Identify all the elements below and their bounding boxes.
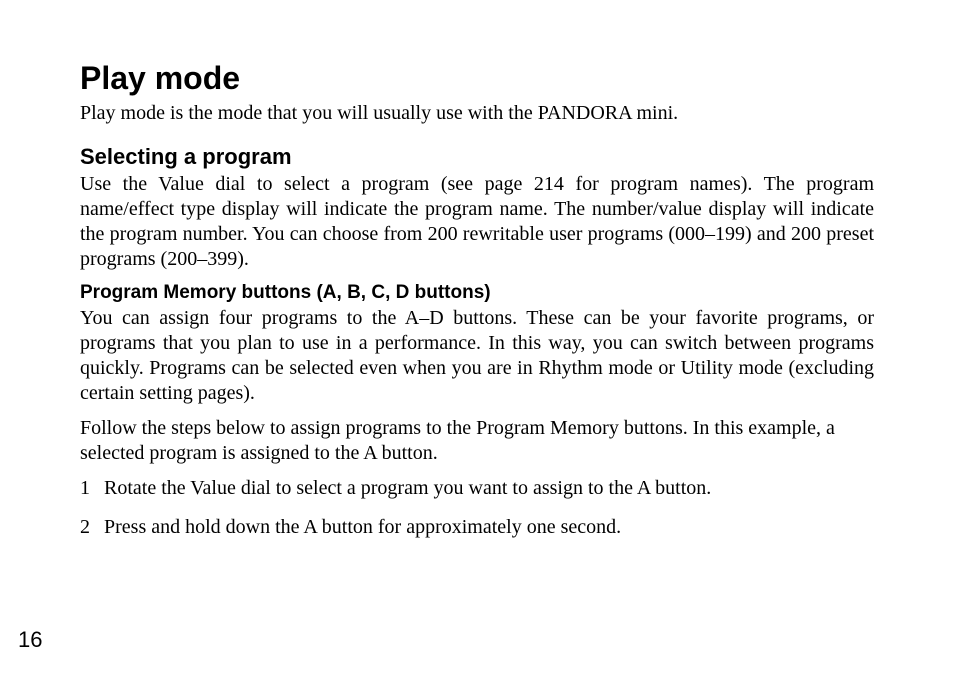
step-item: 2 Press and hold down the A button for a… <box>80 515 874 540</box>
section-heading-selecting-program: Selecting a program <box>80 144 874 170</box>
step-list: 1 Rotate the Value dial to select a prog… <box>80 476 874 540</box>
page-number: 16 <box>18 627 42 653</box>
step-text: Rotate the Value dial to select a progra… <box>104 476 874 501</box>
section-heading-program-memory-buttons: Program Memory buttons (A, B, C, D butto… <box>80 282 874 304</box>
manual-page: Play mode Play mode is the mode that you… <box>0 0 954 673</box>
step-text: Press and hold down the A button for app… <box>104 515 874 540</box>
step-item: 1 Rotate the Value dial to select a prog… <box>80 476 874 501</box>
step-number: 1 <box>80 476 104 501</box>
step-number: 2 <box>80 515 104 540</box>
intro-paragraph: Play mode is the mode that you will usua… <box>80 101 874 126</box>
page-title: Play mode <box>80 60 874 97</box>
section2-paragraph-1: You can assign four programs to the A–D … <box>80 306 874 406</box>
section2-paragraph-2: Follow the steps below to assign program… <box>80 416 874 466</box>
section1-paragraph: Use the Value dial to select a program (… <box>80 172 874 272</box>
